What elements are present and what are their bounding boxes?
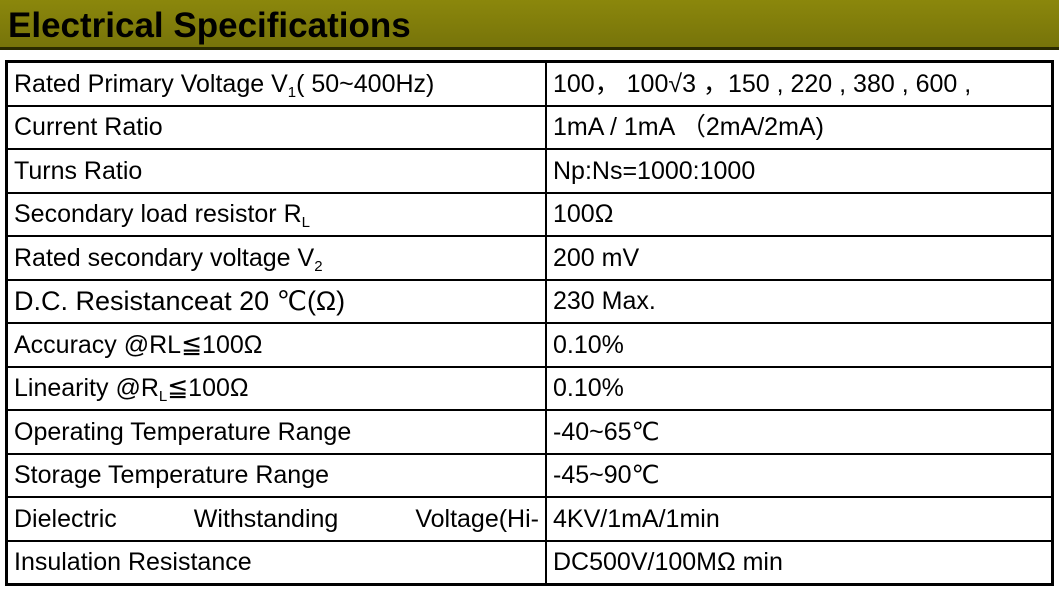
spec-label: D.C. Resistanceat 20 ℃(Ω) [5,278,547,324]
spec-label: Secondary load resistor RL [5,191,547,237]
label-text: Accuracy @RL≦100Ω [14,330,263,359]
spec-label: Storage Temperature Range [5,452,547,498]
spec-label: Operating Temperature Range [5,409,547,455]
title: Electrical Specifications [8,6,411,45]
label-text: Secondary load resistor R [14,200,302,229]
label-text: Storage Temperature Range [14,461,330,490]
spec-value: 0.10% [545,322,1054,368]
label-text: D.C. Resistanceat 20 ℃(Ω) [14,286,346,317]
spec-label: Turns Ratio [5,148,547,194]
table-row: Rated secondary voltage V2 200 mV [5,235,1054,281]
spec-value: 100， 100√3 ，150 , 220 , 380 , 600 , [545,60,1054,107]
table-row: Dielectric Withstanding Voltage(Hi- 4KV/1… [5,496,1054,542]
table-row: D.C. Resistanceat 20 ℃(Ω) 230 Max. [5,278,1054,324]
label-text: Current Ratio [14,113,163,142]
spec-value: -45~90℃ [545,452,1054,498]
table-row: Linearity @RL≦100Ω 0.10% [5,365,1054,411]
label-subscript: 2 [314,257,323,275]
table-row: Storage Temperature Range -45~90℃ [5,452,1054,498]
label-text: Dielectric Withstanding Voltage(Hi- [14,504,539,533]
spec-label: Insulation Resistance [5,539,547,586]
label-suffix: ≦100Ω [167,374,249,403]
label-text: Operating Temperature Range [14,417,352,446]
spec-label: Linearity @RL≦100Ω [5,365,547,411]
spec-value: 230 Max. [545,278,1054,324]
spec-label: Rated secondary voltage V2 [5,235,547,281]
spec-value: 1mA / 1mA （2mA/2mA) [545,104,1054,150]
spec-value: 4KV/1mA/1min [545,496,1054,542]
label-text: Rated Primary Voltage V [14,69,288,98]
spec-label: Current Ratio [5,104,547,150]
spec-label: Accuracy @RL≦100Ω [5,322,547,368]
label-subscript: L [301,214,310,232]
table-body: Rated Primary Voltage V1( 50~400Hz) 100， … [5,60,1054,586]
label-text: Turns Ratio [14,156,143,185]
spec-value: 100Ω [545,191,1054,237]
table-row: Accuracy @RL≦100Ω 0.10% [5,322,1054,368]
label-text: Linearity @R [14,374,159,403]
spec-value: 0.10% [545,365,1054,411]
table-row: Current Ratio 1mA / 1mA （2mA/2mA) [5,104,1054,150]
label-text: Insulation Resistance [14,548,252,577]
label-subscript: L [158,388,168,406]
spec-value: DC500V/100MΩ min [545,539,1054,586]
spec-label: Dielectric Withstanding Voltage(Hi- [5,496,547,542]
spec-label: Rated Primary Voltage V1( 50~400Hz) [5,60,547,107]
header-bar: Electrical Specifications [0,0,1059,50]
table-row: Secondary load resistor RL 100Ω [5,191,1054,237]
table-row: Rated Primary Voltage V1( 50~400Hz) 100， … [5,60,1054,107]
spec-value: -40~65℃ [545,409,1054,455]
spec-table: Rated Primary Voltage V1( 50~400Hz) 100， … [5,60,1054,586]
label-text: Rated secondary voltage V [14,243,315,272]
label-suffix: ( 50~400Hz) [296,69,435,98]
spec-value: Np:Ns=1000:1000 [545,148,1054,194]
table-row: Operating Temperature Range -40~65℃ [5,409,1054,455]
spec-value: 200 mV [545,235,1054,281]
table-row: Turns Ratio Np:Ns=1000:1000 [5,148,1054,194]
label-subscript: 1 [287,83,297,101]
table-row: Insulation Resistance DC500V/100MΩ min [5,539,1054,586]
